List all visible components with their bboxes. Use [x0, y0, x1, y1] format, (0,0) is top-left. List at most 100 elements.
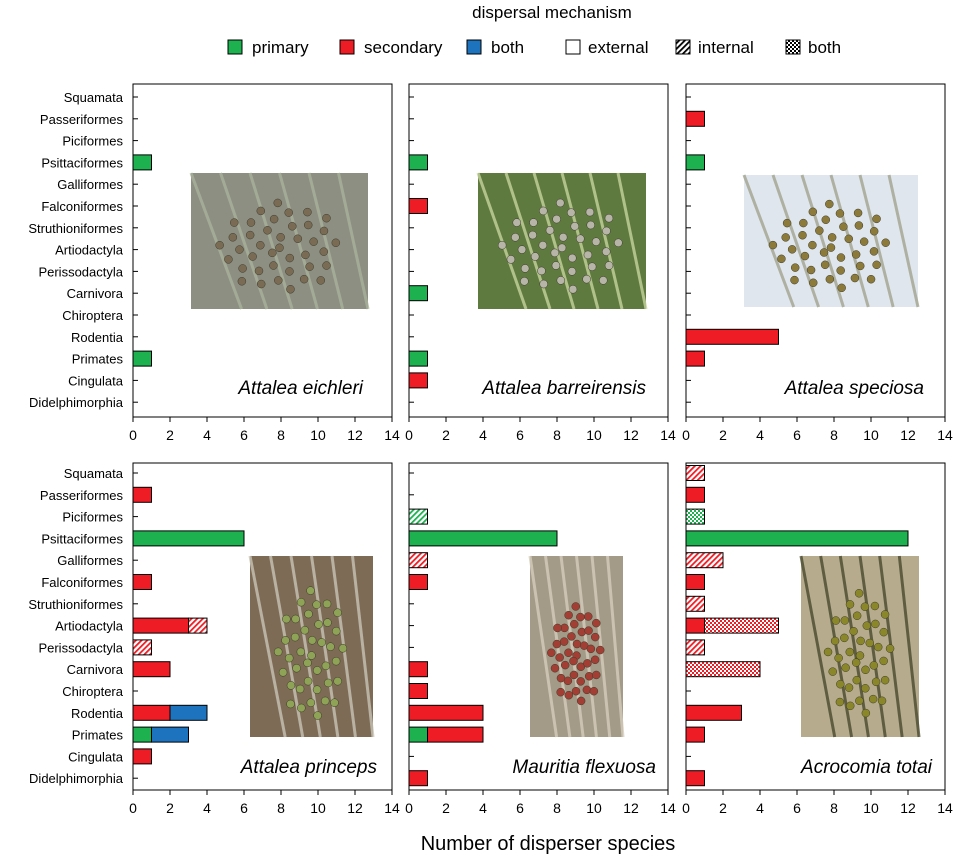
x-tick-label: 2 [719, 800, 727, 816]
x-tick-label: 6 [240, 427, 248, 443]
category-label: Didelphimorphia [29, 771, 124, 786]
bar-struthioniformes-secondary [685, 595, 705, 612]
bar-carnivora-secondary [685, 661, 761, 678]
bar-didelphimorphia-secondary [685, 770, 705, 787]
panel-photo-palm-with-hanging-fruit-bunches [742, 174, 920, 308]
bar-cingulata-secondary [408, 372, 428, 389]
bar-piciformes-primary [685, 508, 705, 525]
x-tick-label: 12 [347, 427, 363, 443]
bar-galliformes-secondary [685, 552, 724, 569]
bar-psittaciformes-primary [408, 154, 428, 171]
bar-rodentia-secondary [132, 704, 171, 721]
panel-photo-yellow-fruit-bunch-on-palm [799, 555, 921, 738]
x-tick-label: 6 [516, 427, 524, 443]
category-label: Falconiformes [41, 575, 123, 590]
legend-swatch-hatch [675, 39, 691, 55]
bar-primates-secondary [685, 726, 705, 743]
x-tick-label: 10 [863, 800, 879, 816]
category-label: Cingulata [68, 749, 124, 764]
category-label: Galliformes [57, 177, 123, 192]
bar-perissodactyla-secondary [685, 639, 705, 656]
bar-psittaciformes-primary [408, 530, 558, 547]
bar-psittaciformes-primary [685, 530, 909, 547]
panel-frame [408, 462, 669, 791]
bar-psittaciformes-primary [132, 530, 245, 547]
x-tick-label: 2 [166, 427, 174, 443]
x-tick-label: 6 [793, 800, 801, 816]
category-label: Struthioniformes [28, 221, 123, 236]
x-tick-label: 14 [937, 427, 953, 443]
x-tick-label: 14 [660, 800, 676, 816]
bar-falconiformes-secondary [408, 574, 428, 590]
bar-primates-primary [132, 350, 152, 367]
x-tick-label: 2 [166, 800, 174, 816]
legend-label-hatch: internal [698, 38, 754, 57]
category-label: Passeriformes [40, 488, 124, 503]
category-label: Piciformes [62, 134, 123, 149]
panel-frame [132, 83, 393, 418]
panel-0: Squamata Passeriformes Piciformes Psittacif… [28, 83, 400, 443]
panel-3: Squamata Passeriformes Piciformes Psittacif… [28, 462, 400, 816]
x-tick-label: 8 [277, 427, 285, 443]
species-label: Attalea speciosa [784, 378, 924, 399]
x-tick-label: 4 [479, 800, 487, 816]
legend-label-check: both [808, 38, 841, 57]
x-tick-label: 12 [900, 427, 916, 443]
bar-galliformes-secondary [408, 552, 428, 569]
bar-primates-primary [408, 350, 428, 367]
bar-artiodactyla-secondary [704, 617, 779, 634]
panels: Squamata Passeriformes Piciformes Psittacif… [28, 83, 953, 816]
category-label: Didelphimorphia [29, 395, 124, 410]
bar-piciformes-primary [408, 508, 428, 525]
x-tick-label: 4 [756, 427, 764, 443]
category-label: Squamata [64, 90, 124, 105]
panel-photo-palm-with-fruit-cluster-between-leaves [476, 172, 648, 310]
x-tick-label: 0 [129, 800, 137, 816]
x-tick-label: 10 [863, 427, 879, 443]
category-label: Carnivora [67, 286, 124, 301]
x-tick-label: 8 [830, 427, 838, 443]
x-tick-label: 0 [129, 427, 137, 443]
panel-photo-red-fruit-bunch-on-palm [528, 555, 625, 738]
bar-passeriformes-secondary [132, 486, 152, 503]
species-label: Attalea eichleri [237, 378, 363, 399]
category-label: Rodentia [71, 330, 124, 345]
panel-frame [685, 83, 946, 418]
bar-primates-secondary [427, 726, 484, 743]
x-tick-label: 6 [516, 800, 524, 816]
category-label: Primates [72, 728, 124, 743]
x-tick-label: 10 [310, 427, 326, 443]
x-tick-label: 2 [719, 427, 727, 443]
legend-label-primary: primary [252, 38, 309, 57]
legend-title: dispersal mechanism [472, 3, 632, 22]
species-label: Mauritia flexuosa [512, 757, 656, 778]
legend-label-secondary: secondary [364, 38, 443, 57]
bar-psittaciformes-primary [132, 154, 152, 171]
x-tick-label: 12 [623, 427, 639, 443]
bar-carnivora-primary [408, 285, 428, 302]
bar-carnivora-secondary [132, 661, 171, 678]
category-label: Struthioniformes [28, 597, 123, 612]
x-tick-label: 10 [310, 800, 326, 816]
panel-4: 0 2 4 6 8 10 12 14 Mauritia flexuosa [405, 462, 676, 816]
x-tick-label: 12 [900, 800, 916, 816]
x-tick-label: 2 [442, 427, 450, 443]
legend-swatch-solid [565, 39, 581, 55]
species-label: Attalea princeps [240, 757, 378, 778]
legend-label-solid: external [588, 38, 648, 57]
category-label: Chiroptera [62, 308, 123, 323]
category-label: Perissodactyla [38, 264, 123, 279]
legend-swatch-secondary [339, 39, 355, 55]
category-label: Chiroptera [62, 684, 123, 699]
category-label: Cingulata [68, 373, 124, 388]
x-tick-label: 0 [405, 427, 413, 443]
bar-carnivora-secondary [408, 661, 428, 678]
panel-5: 0 2 4 6 8 10 12 14 Acrocomia totai [682, 462, 953, 816]
bar-psittaciformes-primary [685, 154, 705, 171]
x-tick-label: 0 [682, 427, 690, 443]
bar-primates-both [151, 726, 189, 743]
x-tick-label: 8 [277, 800, 285, 816]
category-label: Rodentia [71, 706, 124, 721]
bar-chiroptera-secondary [408, 683, 428, 699]
legend: dispersal mechanism primary secondary both… [227, 3, 841, 57]
